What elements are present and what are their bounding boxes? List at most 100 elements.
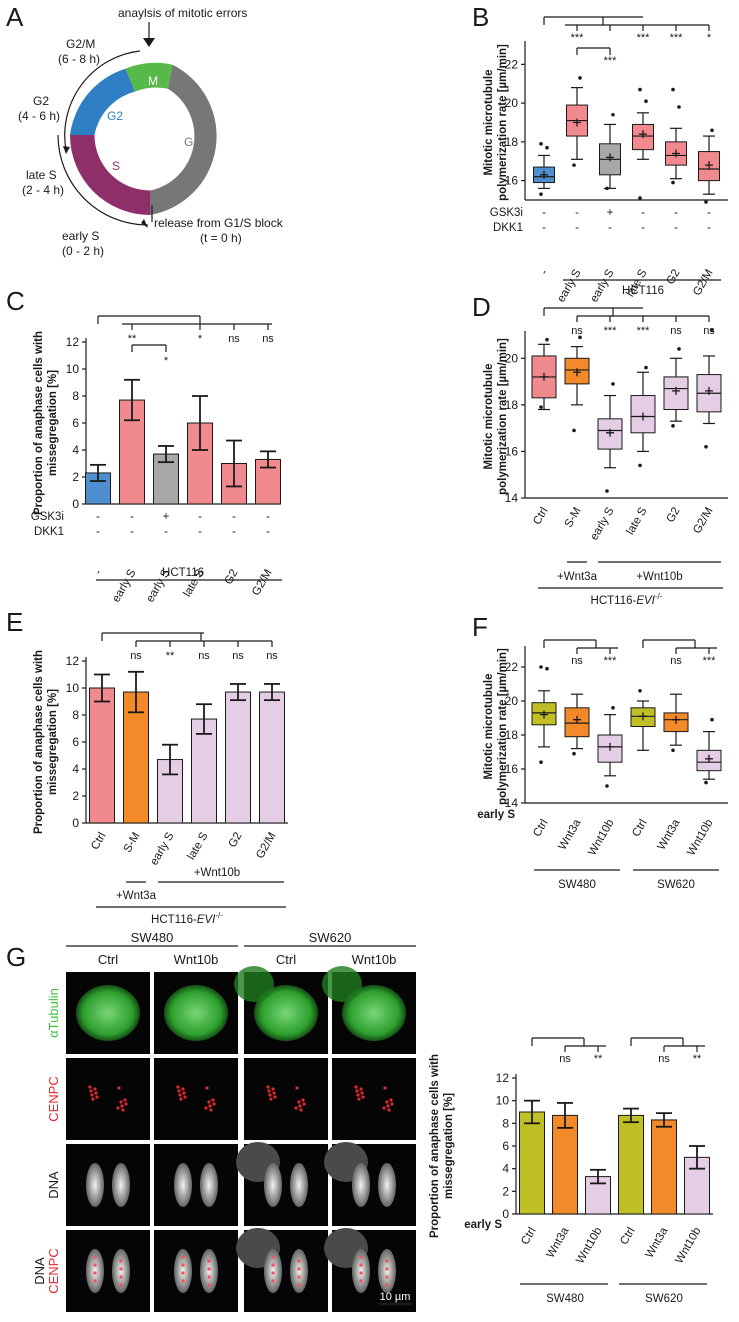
cenpc-dot-3-1 — [389, 1098, 393, 1102]
x-label-D-3: late S — [624, 505, 649, 537]
mean-marker-F-2 — [606, 742, 614, 751]
x-label-E-5: G2/M — [254, 831, 278, 861]
y-label-B-1: polymerization rate [µm/min] — [497, 44, 509, 201]
row-value-b-1-5: - — [707, 222, 711, 234]
ring-g2 — [70, 68, 136, 135]
y-label-E-1: missegregation [%] — [47, 689, 59, 795]
outlier-B-4-2 — [671, 87, 675, 92]
merge-dot-1-7 — [207, 1283, 211, 1287]
row-value-b-0-4: - — [674, 207, 678, 219]
chromatid-right-2-3 — [378, 1163, 396, 1207]
chromatid-right-3-3 — [378, 1249, 396, 1293]
cenpc-dot-3-4 — [355, 1089, 359, 1093]
y-tick-label-C-2: 4 — [72, 443, 79, 457]
merge-dot-0-6 — [93, 1279, 97, 1283]
mean-marker-F-4 — [672, 715, 680, 724]
cenpc-dot-0-4 — [89, 1089, 93, 1093]
cenpc-dot-3-6 — [360, 1091, 364, 1095]
cenpc-dot-2-6 — [272, 1091, 276, 1095]
cenpc-dot-0-2 — [93, 1087, 97, 1091]
panel-a: A M G1 S G2 anaylsis of mitotic errors G… — [0, 0, 300, 260]
row-label-c-1: DKK1 — [34, 526, 64, 538]
row-label-g: early S — [464, 1219, 502, 1231]
merge-dot-0-7 — [119, 1283, 123, 1287]
chart-e: 0 2 4 6 8 10 12 Proportion of anaphase cells wi… — [33, 632, 288, 926]
sig-label-e-3: ns — [232, 650, 244, 662]
sig-label-f-0-1: *** — [604, 655, 618, 667]
outlier-B-5-0 — [704, 200, 708, 204]
outlier-F-3-0 — [638, 689, 642, 693]
y-tick-label-G-5: 10 — [496, 1094, 510, 1108]
outlier-D-3-1 — [644, 365, 648, 370]
y-tick-label-E-6: 12 — [66, 654, 80, 668]
panel-c: C 0 2 4 6 8 10 12 Proportion of anaphase cells … — [0, 280, 300, 605]
sig-label-e-2: ns — [198, 650, 210, 662]
chromatid-left-2-1 — [174, 1163, 192, 1207]
cenpc-dot-1-4 — [177, 1089, 181, 1093]
sub-label-e-1: +Wnt10b — [194, 867, 240, 879]
row-label-b-1: DKK1 — [493, 222, 523, 234]
outlier-F-0-2 — [539, 665, 543, 669]
outlier-D-3-0 — [638, 463, 642, 468]
outlier-D-1-1 — [578, 335, 582, 340]
x-label-C-4: G2 — [223, 568, 241, 587]
outlier-B-1-1 — [578, 76, 582, 80]
outlier-B-1-0 — [572, 163, 576, 167]
ring-label-g1: G1 — [184, 135, 200, 149]
img-col-label-3: Wnt10b — [352, 952, 397, 967]
y-tick-label-C-3: 6 — [72, 416, 79, 430]
panel-label-b: B — [472, 2, 490, 32]
x-label-D-4: G2 — [665, 506, 683, 525]
cenpc-dot-0-5 — [124, 1102, 128, 1106]
row-value-c-0-5: - — [266, 511, 270, 523]
x-label-E-1: S-M — [122, 831, 143, 855]
outlier-B-3-1 — [644, 99, 648, 103]
outlier-B-3-2 — [638, 87, 642, 92]
row-value-c-1-2: - — [164, 526, 168, 538]
merge-dot-3-0 — [359, 1255, 363, 1259]
neighbor-cell-2 — [234, 966, 274, 1002]
y-tick-label-B-0: 16 — [505, 174, 519, 188]
outlier-B-5-1 — [710, 128, 714, 133]
sig-label-e-0: ns — [130, 650, 142, 662]
row-value-b-0-5: - — [707, 207, 711, 219]
outlier-D-1-0 — [572, 428, 576, 433]
sub-label-e-0: +Wnt3a — [116, 890, 157, 902]
cenpc-dot-0-0 — [88, 1085, 92, 1089]
row-value-b-1-1: - — [575, 222, 579, 234]
row-value-b-0-1: - — [575, 207, 579, 219]
sig-label-f-1-1: *** — [703, 655, 717, 667]
x-label-B-0: - — [538, 267, 550, 276]
ring-g1 — [150, 64, 217, 215]
row-value-b-0-0: - — [542, 207, 546, 219]
merge-dot-2-2 — [271, 1263, 275, 1267]
x-label-G-5: Wnt10b — [673, 1226, 703, 1266]
outlier-F-5-1 — [710, 717, 714, 722]
group-label-d: HCT116-EVI-/- — [591, 592, 663, 607]
mean-marker-B-0 — [540, 170, 548, 179]
label-g2-time: (4 - 6 h) — [18, 109, 60, 123]
micro-tile-1-0 — [66, 1058, 150, 1140]
group-label-f-0: SW480 — [558, 879, 596, 891]
mean-marker-B-3 — [639, 130, 647, 139]
chromatid-right-2-0 — [112, 1163, 130, 1207]
chart-d: 14 16 18 20 Mitotic microtubule polymerizatio… — [483, 307, 728, 607]
cenpc-dot-0-3 — [119, 1100, 123, 1104]
y-label-G-1: missegregation [%] — [443, 1093, 455, 1199]
sub-label-d-1: +Wnt10b — [636, 571, 682, 583]
img-row-label-2: DNA — [46, 1171, 61, 1199]
outlier-B-4-0 — [671, 180, 675, 185]
micro-tile-1-3 — [332, 1058, 416, 1140]
sig-label-e-4: ns — [266, 650, 278, 662]
merge-dot-3-1 — [385, 1259, 389, 1263]
sig-label-b-4: * — [707, 32, 712, 44]
cenpc-dot-0-8 — [90, 1093, 94, 1097]
cenpc-dot-0-1 — [123, 1098, 127, 1102]
y-tick-label-F-0: 14 — [505, 796, 519, 810]
micro-tile-2-1 — [154, 1144, 238, 1226]
bar-E-1 — [123, 691, 149, 824]
y-label-E-0: Proportion of anaphase cells with — [33, 650, 45, 834]
mean-marker-D-1 — [573, 368, 581, 377]
y-tick-label-E-2: 4 — [72, 762, 79, 776]
group-label-g-0: SW480 — [546, 1293, 584, 1305]
